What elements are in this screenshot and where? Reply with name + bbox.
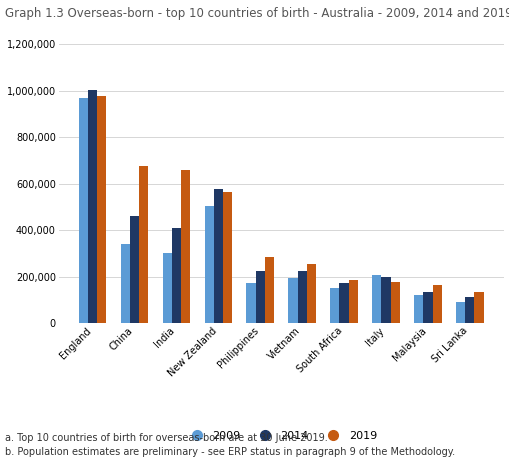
Bar: [246, 284, 256, 323]
Bar: [298, 271, 307, 323]
Bar: [423, 292, 433, 323]
Bar: [340, 284, 349, 323]
Bar: [88, 90, 97, 323]
Bar: [214, 190, 223, 323]
Bar: [414, 295, 423, 323]
Bar: [265, 257, 274, 323]
Bar: [381, 277, 390, 323]
Bar: [172, 228, 181, 323]
Bar: [288, 278, 298, 323]
Bar: [307, 264, 316, 323]
Bar: [372, 275, 381, 323]
Text: a. Top 10 countries of birth for overseas-born are at 30 June 2019.: a. Top 10 countries of birth for oversea…: [5, 433, 328, 443]
Text: Graph 1.3 Overseas-born - top 10 countries of birth - Australia - 2009, 2014 and: Graph 1.3 Overseas-born - top 10 countri…: [5, 7, 509, 20]
Bar: [130, 216, 139, 323]
Bar: [205, 206, 214, 323]
Bar: [349, 280, 358, 323]
Bar: [139, 166, 148, 323]
Bar: [433, 285, 442, 323]
Legend: 2009, 2014, 2019: 2009, 2014, 2019: [181, 426, 381, 446]
Bar: [390, 282, 400, 323]
Bar: [330, 288, 340, 323]
Bar: [223, 192, 232, 323]
Bar: [162, 253, 172, 323]
Bar: [97, 95, 106, 323]
Bar: [79, 98, 88, 323]
Bar: [181, 170, 190, 323]
Bar: [256, 271, 265, 323]
Bar: [121, 244, 130, 323]
Bar: [474, 292, 484, 323]
Bar: [456, 302, 465, 323]
Text: b. Population estimates are preliminary - see ERP status in paragraph 9 of the M: b. Population estimates are preliminary …: [5, 447, 455, 457]
Bar: [465, 297, 474, 323]
